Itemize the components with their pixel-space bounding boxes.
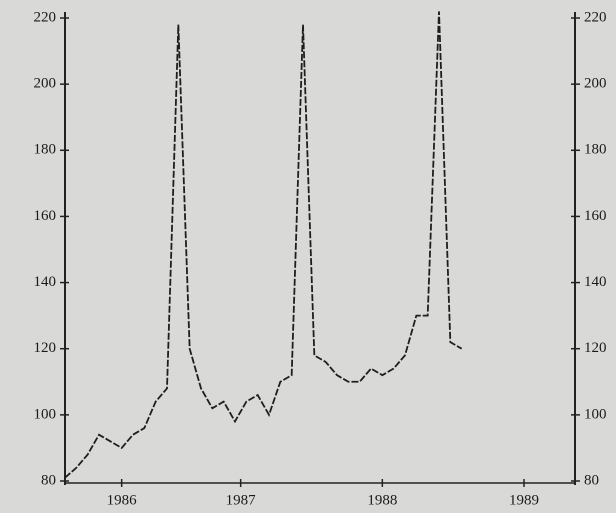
y-tick-label: 160	[34, 208, 57, 224]
y-tick-label: 100	[34, 406, 57, 422]
x-tick-label: 1988	[367, 492, 397, 508]
y-tick-label: 120	[34, 340, 57, 356]
y2-tick-label: 220	[584, 9, 607, 25]
y2-tick-label: 120	[584, 340, 607, 356]
y2-tick-label: 80	[584, 472, 599, 488]
x-tick-label: 1986	[107, 492, 138, 508]
y-tick-label: 80	[41, 472, 56, 488]
y2-tick-label: 180	[584, 142, 607, 158]
y2-tick-label: 160	[584, 208, 607, 224]
x-tick-label: 1987	[226, 492, 257, 508]
y2-tick-label: 140	[584, 274, 607, 290]
y-tick-label: 140	[34, 274, 57, 290]
y2-tick-label: 200	[584, 76, 607, 92]
y-tick-label: 220	[34, 9, 57, 25]
y-tick-label: 180	[34, 142, 57, 158]
data-line	[64, 11, 463, 479]
y2-tick-label: 100	[584, 406, 607, 422]
x-tick-label: 1989	[509, 492, 539, 508]
y-tick-label: 200	[34, 76, 57, 92]
